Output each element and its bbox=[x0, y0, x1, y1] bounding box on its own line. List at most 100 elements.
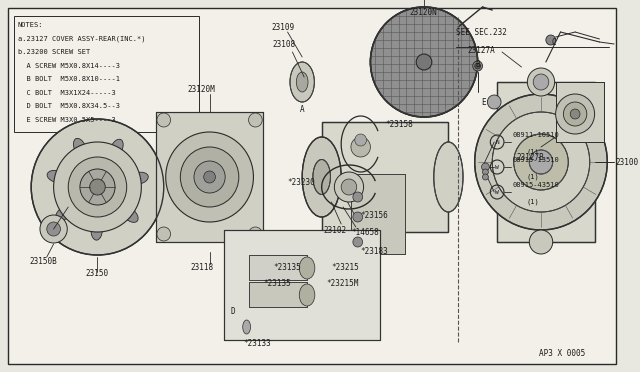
Text: E SCREW M3X0.5X5----3: E SCREW M3X0.5X5----3 bbox=[17, 116, 115, 122]
Text: a.23127 COVER ASSY-REAR(INC.*): a.23127 COVER ASSY-REAR(INC.*) bbox=[17, 35, 145, 42]
Text: B: B bbox=[476, 60, 480, 68]
Text: 23150: 23150 bbox=[86, 269, 109, 279]
Text: SEE SEC.232: SEE SEC.232 bbox=[456, 28, 507, 36]
Circle shape bbox=[180, 147, 239, 207]
Text: *23215: *23215 bbox=[332, 263, 359, 272]
Text: AP3 X 0005: AP3 X 0005 bbox=[539, 350, 585, 359]
Bar bbox=[351, 174, 404, 254]
Ellipse shape bbox=[56, 205, 74, 221]
Text: N: N bbox=[495, 140, 499, 144]
Text: 23118: 23118 bbox=[190, 263, 213, 272]
Text: B BOLT  M5X0.8X10----1: B BOLT M5X0.8X10----1 bbox=[17, 76, 120, 82]
Text: 23127B: 23127B bbox=[516, 153, 545, 161]
Circle shape bbox=[194, 161, 225, 193]
Circle shape bbox=[341, 179, 356, 195]
Circle shape bbox=[40, 215, 67, 243]
Ellipse shape bbox=[243, 320, 250, 334]
Circle shape bbox=[475, 94, 607, 230]
Circle shape bbox=[355, 134, 367, 146]
Circle shape bbox=[514, 134, 568, 190]
Bar bbox=[248, 255, 307, 280]
Bar bbox=[248, 282, 307, 307]
Circle shape bbox=[157, 227, 171, 241]
Text: NOTES:: NOTES: bbox=[17, 22, 43, 28]
Ellipse shape bbox=[290, 62, 314, 102]
Bar bbox=[248, 255, 307, 280]
Circle shape bbox=[351, 137, 371, 157]
Bar bbox=[351, 174, 404, 254]
Bar bbox=[154, 236, 265, 254]
Circle shape bbox=[483, 169, 488, 175]
Bar bbox=[497, 82, 595, 242]
Bar bbox=[154, 236, 265, 254]
Circle shape bbox=[475, 63, 481, 69]
Ellipse shape bbox=[300, 257, 315, 279]
Text: 23100: 23100 bbox=[615, 157, 638, 167]
Text: *23135: *23135 bbox=[273, 263, 301, 272]
Text: 23120N: 23120N bbox=[410, 7, 437, 16]
Circle shape bbox=[492, 112, 589, 212]
Text: D BOLT  M5X0.8X34.5--3: D BOLT M5X0.8X34.5--3 bbox=[17, 103, 120, 109]
Circle shape bbox=[47, 222, 60, 236]
Circle shape bbox=[248, 113, 262, 127]
Ellipse shape bbox=[91, 218, 102, 240]
Circle shape bbox=[473, 61, 483, 71]
Text: 23127A: 23127A bbox=[468, 45, 495, 55]
Circle shape bbox=[334, 172, 364, 202]
Bar bbox=[248, 282, 307, 307]
Text: E: E bbox=[481, 97, 486, 106]
Circle shape bbox=[533, 74, 548, 90]
Ellipse shape bbox=[109, 139, 123, 160]
Circle shape bbox=[248, 227, 262, 241]
Text: 23102: 23102 bbox=[324, 225, 347, 234]
Circle shape bbox=[353, 237, 363, 247]
Circle shape bbox=[546, 35, 556, 45]
Text: *23183: *23183 bbox=[361, 247, 388, 257]
Circle shape bbox=[527, 68, 555, 96]
Circle shape bbox=[570, 109, 580, 119]
Text: *23158: *23158 bbox=[385, 119, 413, 128]
Ellipse shape bbox=[434, 142, 463, 212]
Circle shape bbox=[31, 119, 164, 255]
Circle shape bbox=[488, 95, 501, 109]
Circle shape bbox=[80, 169, 115, 205]
Bar bbox=[322, 122, 449, 232]
Circle shape bbox=[556, 94, 595, 134]
Text: (1): (1) bbox=[526, 173, 539, 180]
Circle shape bbox=[529, 150, 553, 174]
Text: *23135: *23135 bbox=[263, 279, 291, 289]
Bar bbox=[497, 82, 595, 242]
Ellipse shape bbox=[313, 160, 330, 195]
Text: *14658: *14658 bbox=[351, 228, 379, 237]
Circle shape bbox=[90, 179, 105, 195]
Text: *23215M: *23215M bbox=[326, 279, 359, 289]
Ellipse shape bbox=[127, 172, 148, 185]
Text: *23230: *23230 bbox=[287, 177, 316, 186]
Circle shape bbox=[54, 142, 141, 232]
Bar bbox=[224, 230, 380, 340]
Text: 08911-10510: 08911-10510 bbox=[513, 132, 559, 138]
Ellipse shape bbox=[47, 170, 68, 183]
Text: C BOLT  M3X1X24-----3: C BOLT M3X1X24-----3 bbox=[17, 90, 115, 96]
Bar bbox=[556, 82, 604, 142]
Bar bbox=[13, 16, 199, 132]
Circle shape bbox=[353, 192, 363, 202]
Circle shape bbox=[529, 230, 553, 254]
Text: 08915-13510: 08915-13510 bbox=[513, 157, 559, 163]
Circle shape bbox=[353, 212, 363, 222]
Text: b.23200 SCREW SET: b.23200 SCREW SET bbox=[17, 49, 90, 55]
Circle shape bbox=[483, 174, 488, 180]
Bar bbox=[556, 82, 604, 142]
Ellipse shape bbox=[302, 137, 341, 217]
Bar bbox=[224, 230, 380, 340]
Ellipse shape bbox=[120, 205, 138, 222]
Bar bbox=[322, 122, 449, 232]
Text: 23150B: 23150B bbox=[29, 257, 57, 266]
Text: 23108: 23108 bbox=[273, 39, 296, 48]
Text: W: W bbox=[495, 164, 499, 170]
Circle shape bbox=[157, 113, 171, 127]
Circle shape bbox=[68, 157, 127, 217]
Text: C: C bbox=[552, 38, 556, 46]
Text: *23133: *23133 bbox=[244, 340, 271, 349]
Text: (1): (1) bbox=[526, 198, 539, 205]
